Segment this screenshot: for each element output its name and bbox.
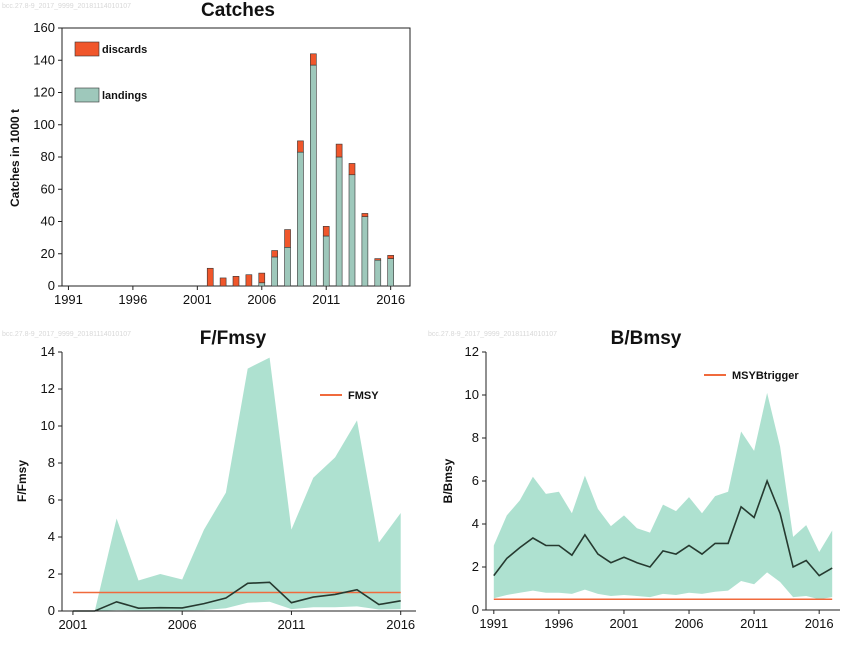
ffmsy-x-tick-label: 2011	[277, 617, 305, 632]
ffmsy-y-tick-label: 2	[48, 566, 55, 581]
ffmsy-y-tick-label: 14	[41, 344, 55, 359]
bbmsy-title: B/Bmsy	[611, 328, 682, 349]
ffmsy-confidence-band	[72, 357, 401, 611]
bbmsy-ylabel: B/Bmsy	[441, 458, 455, 503]
ffmsy-y-tick-label: 6	[48, 492, 55, 507]
landings-bar	[310, 64, 317, 287]
catches-y-tick-label: 40	[41, 214, 55, 229]
ffmsy-x-tick-label: 2006	[168, 617, 197, 632]
ffmsy-x-tick-label: 2016	[386, 617, 415, 632]
landings-bar	[258, 282, 266, 287]
bbmsy-y-tick-label: 2	[472, 559, 479, 574]
landings-bar	[361, 216, 369, 287]
legend-label-landings: landings	[102, 90, 147, 102]
landings-bar	[271, 256, 278, 287]
bbmsy-x-tick-label: 1991	[479, 616, 508, 631]
discards-bar	[219, 277, 227, 287]
watermark-ffmsy: bcc.27.8-9_2017_9999_20181114010107	[2, 331, 131, 338]
landings-bar	[387, 258, 394, 287]
bbmsy-y-tick-label: 10	[465, 387, 479, 402]
catches-y-tick-label: 160	[33, 20, 55, 35]
bbmsy-y-tick-label: 12	[465, 344, 479, 359]
ffmsy-y-tick-label: 4	[48, 529, 55, 544]
bbmsy-y-tick-label: 8	[472, 430, 479, 445]
discards-bar	[284, 229, 291, 248]
catches-plot-frame	[61, 27, 411, 287]
discards-bar	[245, 274, 253, 287]
bbmsy-legend-label: MSYBtrigger	[732, 370, 799, 382]
legend-swatch-discards	[74, 41, 100, 57]
catches-x-tick-label: 2001	[183, 292, 212, 307]
landings-bar	[322, 235, 330, 287]
bbmsy-x-tick-label: 2011	[740, 616, 768, 631]
landings-bar	[297, 151, 304, 287]
legend-label-discards: discards	[102, 44, 147, 56]
discards-bar	[348, 163, 356, 176]
catches-title: Catches	[201, 0, 275, 21]
discards-bar	[206, 267, 214, 287]
landings-bar	[348, 174, 356, 287]
catches-y-tick-label: 120	[33, 85, 55, 100]
landings-bar	[284, 247, 291, 287]
catches-chart: 0 20 40 60 80 100 120 140 160 1991 1996 2001 2006 201…	[33, 20, 411, 307]
landings-bar	[374, 259, 382, 287]
catches-y-tick-label: 20	[41, 246, 55, 261]
catches-y-tick-label: 100	[33, 117, 55, 132]
ffmsy-y-tick-label: 12	[41, 381, 55, 396]
landings-bar	[335, 156, 343, 287]
bbmsy-y-tick-label: 6	[472, 473, 479, 488]
bbmsy-y-tick-label: 4	[472, 516, 479, 531]
bbmsy-chart: 0 2 4 6 8 10 12 1991 1996 2001 2006 2011 2016 MSYBtri…	[465, 344, 840, 631]
catches-ylabel: Catches in 1000 t	[8, 109, 22, 207]
catches-x-tick-label: 2016	[376, 292, 405, 307]
ffmsy-y-tick-label: 0	[48, 603, 55, 618]
discards-bar	[297, 140, 304, 153]
watermark-catches: bcc.27.8-9_2017_9999_20181114010107	[2, 3, 131, 10]
bbmsy-x-tick-label: 2016	[805, 616, 834, 631]
ffmsy-legend-label: FMSY	[348, 390, 379, 402]
catches-y-tick-label: 0	[48, 278, 55, 293]
bbmsy-y-tick-label: 0	[472, 602, 479, 617]
ffmsy-y-tick-label: 8	[48, 455, 55, 470]
ffmsy-x-tick-label: 2001	[58, 617, 87, 632]
ffmsy-title: F/Fmsy	[200, 328, 267, 349]
catches-y-tick-label: 60	[41, 181, 55, 196]
discards-bar	[322, 226, 330, 237]
bbmsy-x-tick-label: 2001	[609, 616, 638, 631]
catches-x-tick-label: 2011	[312, 292, 340, 307]
discards-bar	[310, 53, 317, 66]
discards-bar	[387, 255, 394, 259]
discards-bar	[361, 213, 369, 217]
catches-x-tick-label: 2006	[247, 292, 276, 307]
watermark-bbmsy: bcc.27.8-9_2017_9999_20181114010107	[428, 331, 557, 338]
ffmsy-chart: 0 2 4 6 8 10 12 14 2001 2006 2011 2016 FMSY	[41, 344, 416, 632]
catches-y-tick-label: 140	[33, 52, 55, 67]
bbmsy-estimate-line	[493, 478, 833, 577]
catches-y-tick-label: 80	[41, 149, 55, 164]
bbmsy-x-tick-label: 1996	[544, 616, 573, 631]
legend-swatch-landings	[74, 87, 100, 103]
discards-bar	[335, 143, 343, 158]
ffmsy-estimate-line	[72, 581, 401, 612]
ffmsy-ylabel: F/Fmsy	[15, 460, 29, 502]
catches-x-tick-label: 1996	[118, 292, 147, 307]
discards-bar	[232, 276, 240, 287]
ffmsy-y-tick-label: 10	[41, 418, 55, 433]
discards-bar	[271, 250, 278, 258]
discards-bar	[258, 272, 266, 284]
bbmsy-confidence-band	[493, 392, 833, 600]
catches-x-tick-label: 1991	[54, 292, 83, 307]
discards-bar	[374, 258, 382, 261]
bbmsy-x-tick-label: 2006	[675, 616, 704, 631]
